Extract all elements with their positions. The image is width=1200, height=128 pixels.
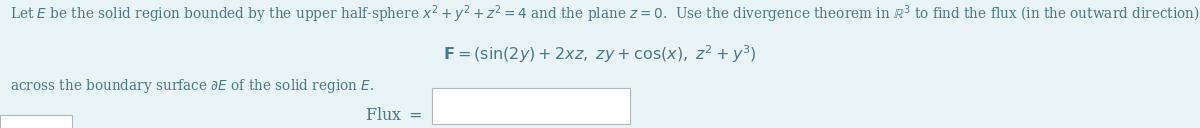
Text: Let $E$ be the solid region bounded by the upper half-sphere $x^2 + y^2 + z^2 = : Let $E$ be the solid region bounded by t… [10,4,1200,25]
FancyBboxPatch shape [0,115,72,128]
Text: Flux $=$: Flux $=$ [365,107,422,124]
Text: across the boundary surface $\partial E$ of the solid region $E$.: across the boundary surface $\partial E$… [10,77,374,95]
Text: $\mathbf{F} = (\sin(2y) + 2xz,\ zy + \cos(x),\ z^2 + y^3)$: $\mathbf{F} = (\sin(2y) + 2xz,\ zy + \co… [443,43,757,65]
FancyBboxPatch shape [432,88,630,124]
